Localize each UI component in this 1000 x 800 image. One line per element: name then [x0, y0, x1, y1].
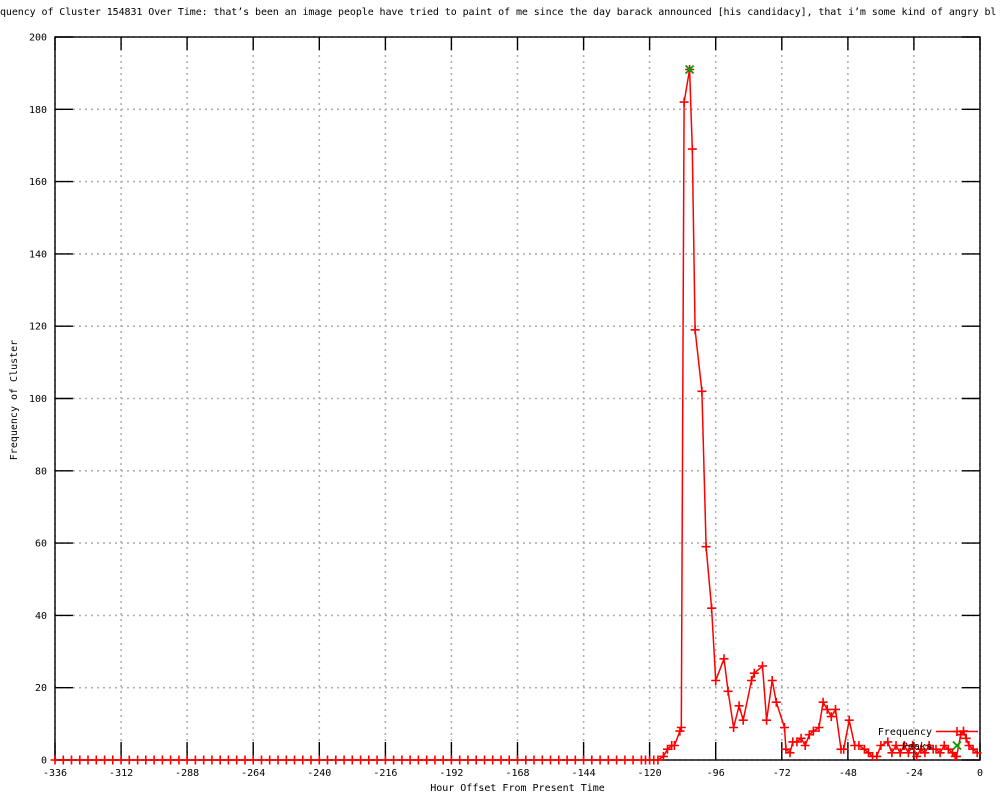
x-tick-label: -264 [241, 768, 265, 779]
chart-title: quency of Cluster 154831 Over Time: that… [0, 7, 997, 18]
x-tick-label: -216 [373, 768, 397, 779]
legend-peaks-label: Peaks [902, 742, 932, 753]
y-tick-label: 20 [35, 683, 47, 694]
y-tick-label: 40 [35, 611, 47, 622]
y-tick-label: 200 [29, 33, 47, 44]
y-tick-label: 0 [41, 756, 47, 767]
x-tick-label: -312 [109, 768, 133, 779]
legend-peaks-sample-marker [952, 740, 962, 751]
y-tick-label: 80 [35, 466, 47, 477]
x-tick-label: -192 [439, 768, 463, 779]
x-tick-label: -240 [307, 768, 331, 779]
x-tick-label: -120 [638, 768, 662, 779]
legend-frequency-sample-marker [952, 727, 962, 736]
y-tick-label: 100 [29, 394, 47, 405]
y-tick-label: 160 [29, 177, 47, 188]
frequency-markers [50, 65, 982, 765]
x-tick-label: 0 [977, 768, 983, 779]
legend-frequency-label: Frequency [878, 727, 932, 738]
x-tick-label: -96 [707, 768, 725, 779]
y-tick-label: 60 [35, 539, 47, 550]
x-tick-label: -336 [43, 768, 67, 779]
y-tick-label: 140 [29, 249, 47, 260]
x-tick-label: -48 [839, 768, 857, 779]
x-tick-label: -168 [505, 768, 529, 779]
x-tick-label: -288 [175, 768, 199, 779]
x-axis-label: Hour Offset From Present Time [430, 783, 605, 794]
peaks-markers [684, 64, 695, 75]
y-tick-label: 120 [29, 322, 47, 333]
frequency-line [55, 69, 978, 761]
x-tick-label: -144 [572, 768, 596, 779]
x-tick-label: -24 [905, 768, 923, 779]
y-tick-label: 180 [29, 105, 47, 116]
x-tick-label: -72 [773, 768, 791, 779]
